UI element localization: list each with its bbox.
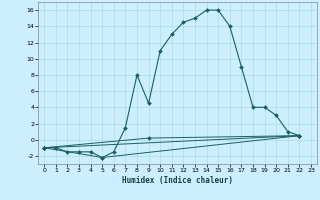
X-axis label: Humidex (Indice chaleur): Humidex (Indice chaleur) <box>122 176 233 185</box>
